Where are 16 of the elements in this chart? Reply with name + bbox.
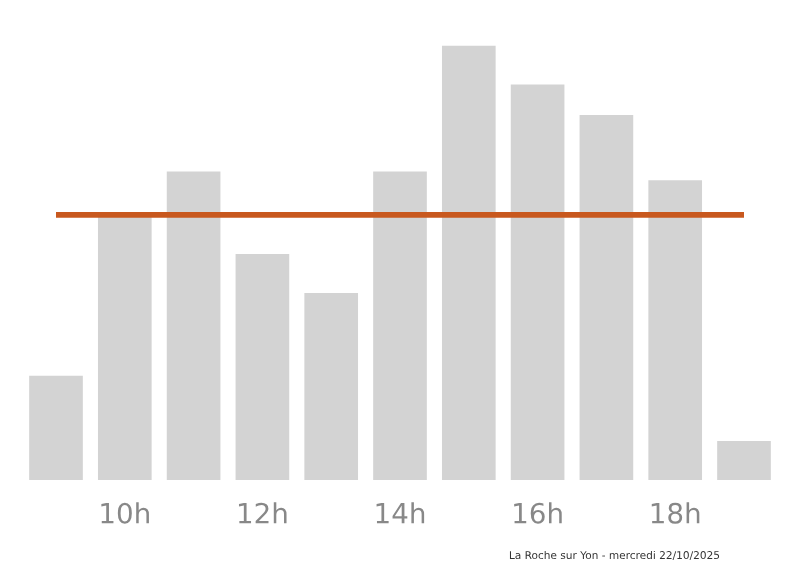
bar bbox=[717, 440, 771, 480]
bar bbox=[235, 254, 290, 480]
bar bbox=[441, 45, 496, 480]
bar bbox=[166, 171, 221, 480]
bar bbox=[29, 375, 83, 480]
x-tick-label: 14h bbox=[376, 502, 425, 524]
x-tick-label: 16h bbox=[514, 502, 562, 524]
bar bbox=[648, 180, 703, 480]
bar bbox=[97, 214, 152, 480]
bar bbox=[510, 84, 565, 480]
x-tick-label: 10h bbox=[101, 502, 149, 524]
bar bbox=[373, 171, 427, 480]
bar bbox=[579, 114, 634, 480]
x-tick-label: 12h bbox=[238, 502, 287, 524]
x-tick-label: 18h bbox=[651, 502, 700, 524]
bar bbox=[304, 293, 359, 480]
